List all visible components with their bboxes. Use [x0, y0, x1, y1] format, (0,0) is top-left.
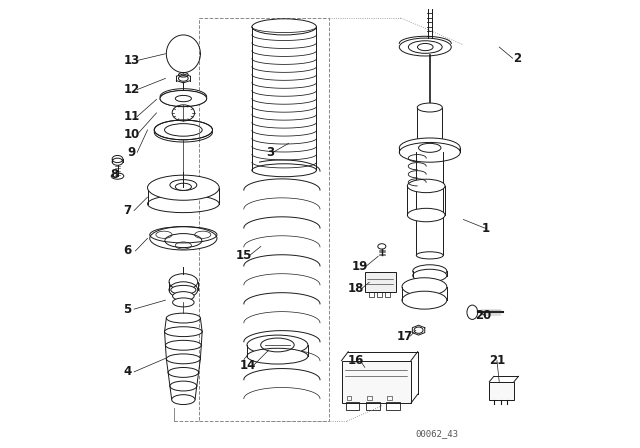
Ellipse shape: [166, 354, 200, 364]
Text: 21: 21: [489, 354, 505, 367]
Ellipse shape: [413, 265, 447, 277]
Text: 6: 6: [124, 244, 131, 258]
Text: 11: 11: [124, 110, 140, 123]
Ellipse shape: [408, 208, 445, 222]
Ellipse shape: [175, 183, 191, 190]
Ellipse shape: [150, 227, 217, 250]
Text: 5: 5: [124, 302, 131, 316]
Text: 18: 18: [348, 282, 364, 296]
Ellipse shape: [173, 292, 194, 301]
Bar: [385, 292, 390, 297]
Ellipse shape: [154, 120, 212, 140]
Ellipse shape: [417, 252, 443, 259]
Text: 13: 13: [124, 54, 140, 67]
Bar: [387, 402, 400, 410]
Ellipse shape: [467, 305, 477, 319]
Ellipse shape: [413, 269, 447, 282]
Text: 17: 17: [397, 329, 413, 343]
Ellipse shape: [160, 90, 207, 107]
Ellipse shape: [378, 244, 386, 249]
Ellipse shape: [247, 348, 308, 364]
Ellipse shape: [402, 278, 447, 296]
Ellipse shape: [417, 103, 442, 112]
Text: 8: 8: [110, 168, 118, 181]
Bar: [347, 396, 351, 400]
Ellipse shape: [402, 291, 447, 309]
Text: 12: 12: [124, 83, 140, 96]
Text: 9: 9: [128, 146, 136, 159]
Text: 14: 14: [240, 358, 257, 372]
Ellipse shape: [408, 179, 445, 193]
Text: 3: 3: [267, 146, 275, 159]
Text: 7: 7: [124, 204, 131, 217]
Bar: [342, 361, 411, 403]
Text: 00062_43: 00062_43: [415, 429, 458, 438]
Bar: [346, 402, 360, 410]
Ellipse shape: [173, 298, 194, 307]
Bar: [387, 396, 392, 400]
Ellipse shape: [252, 19, 316, 35]
Bar: [490, 382, 514, 400]
Text: 1: 1: [482, 222, 490, 235]
Text: 20: 20: [476, 309, 492, 323]
Ellipse shape: [247, 335, 308, 355]
Ellipse shape: [169, 274, 198, 290]
Ellipse shape: [170, 180, 197, 190]
Ellipse shape: [164, 327, 202, 336]
Bar: [366, 402, 380, 410]
Ellipse shape: [170, 381, 197, 391]
Ellipse shape: [252, 164, 316, 177]
Bar: [377, 292, 382, 297]
Text: 16: 16: [348, 354, 364, 367]
Ellipse shape: [172, 395, 195, 405]
Ellipse shape: [171, 285, 196, 294]
Ellipse shape: [168, 367, 198, 377]
Text: 10: 10: [124, 128, 140, 141]
Ellipse shape: [399, 38, 451, 56]
Ellipse shape: [148, 175, 220, 200]
Text: 15: 15: [236, 249, 252, 262]
Bar: [369, 292, 374, 297]
Bar: [365, 272, 396, 292]
Ellipse shape: [417, 139, 442, 148]
Ellipse shape: [165, 340, 202, 350]
Text: 2: 2: [513, 52, 521, 65]
Ellipse shape: [399, 138, 460, 158]
Bar: [367, 396, 372, 400]
Text: 19: 19: [352, 260, 369, 273]
Ellipse shape: [399, 142, 460, 162]
Ellipse shape: [166, 313, 200, 323]
Text: 4: 4: [124, 365, 131, 379]
